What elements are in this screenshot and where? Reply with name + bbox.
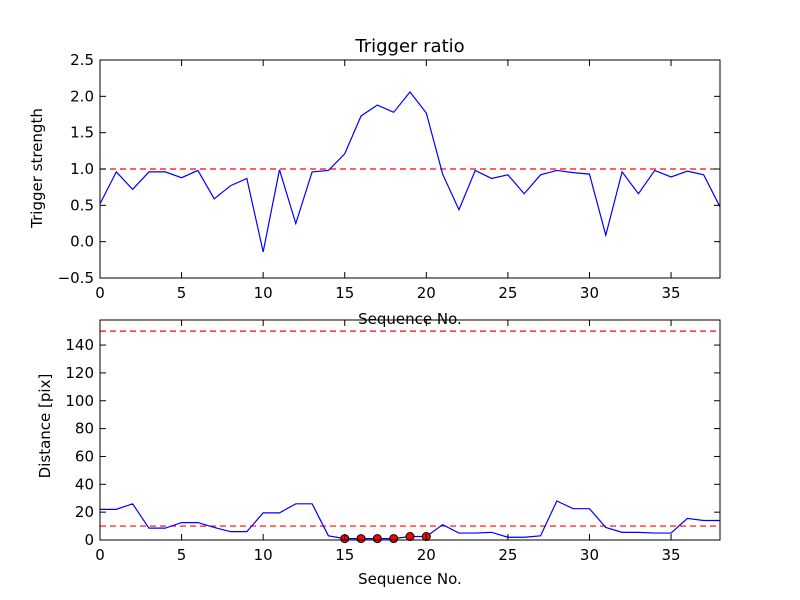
x-tick-label: 5 (177, 546, 187, 564)
x-axis-label: Sequence No. (358, 570, 462, 588)
distance-panel: Sequence No. Distance [pix] 0 5 10 15 20 25 30… (36, 319, 721, 588)
y-tick-label: 120 (65, 364, 94, 382)
y-tick-label: 100 (65, 392, 94, 410)
y-tick-label: 2.5 (70, 51, 94, 69)
x-tick-label: 35 (662, 284, 681, 302)
x-tick-label: 5 (177, 284, 187, 302)
x-tick-label: 15 (335, 284, 354, 302)
y-tick-label: 0.0 (70, 233, 94, 251)
y-tick-label: 140 (65, 336, 94, 354)
y-axis-label: Distance [pix] (36, 374, 54, 479)
x-tick-label: 20 (417, 546, 436, 564)
x-tick-label: 0 (95, 284, 105, 302)
data-point-marker (372, 534, 382, 544)
x-tick-label: 30 (580, 284, 599, 302)
y-tick-label: 1.0 (70, 160, 94, 178)
x-tick-label: 25 (498, 546, 517, 564)
chart-title: Trigger ratio (354, 36, 464, 57)
data-point-marker (389, 534, 399, 544)
x-tick-label: 10 (254, 546, 273, 564)
plot-frame (99, 319, 721, 541)
y-tick-label: 40 (75, 475, 94, 493)
data-point-marker (405, 532, 415, 542)
x-tick-label: 25 (498, 284, 517, 302)
y-tick-label: 2.0 (70, 87, 94, 105)
y-tick-label: 80 (75, 420, 94, 438)
x-tick-label: 20 (417, 284, 436, 302)
y-tick-label: 0.5 (70, 196, 94, 214)
y-tick-label: 60 (75, 447, 94, 465)
y-tick-label: 20 (75, 503, 94, 521)
x-tick-label: 15 (335, 546, 354, 564)
x-tick-label: 30 (580, 546, 599, 564)
x-tick-label: 35 (662, 546, 681, 564)
y-tick-label: 1.5 (70, 124, 94, 142)
y-tick-label: 0 (84, 531, 94, 549)
y-axis-label: Trigger strength (28, 108, 46, 229)
x-axis-label: Sequence No. (358, 310, 462, 328)
x-tick-label: 10 (254, 284, 273, 302)
series-line (99, 91, 721, 252)
x-tick-label: 0 (95, 546, 105, 564)
data-point-marker (356, 534, 366, 544)
trigger-ratio-panel: Trigger ratio Sequence No. Trigger stren… (28, 36, 721, 328)
y-tick-label: −0.5 (58, 269, 94, 287)
